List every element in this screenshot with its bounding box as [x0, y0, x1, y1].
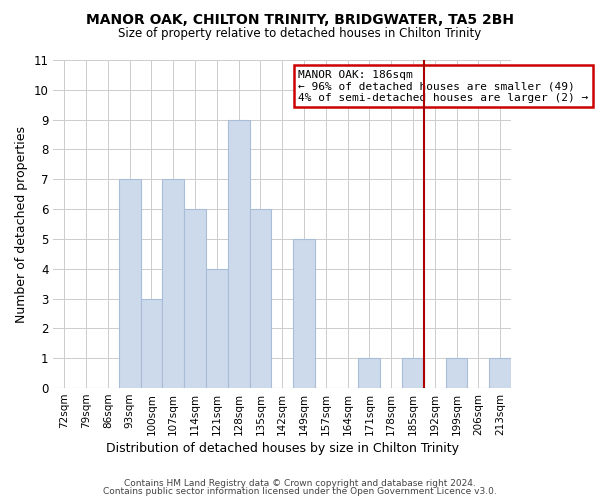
Bar	[206, 269, 228, 388]
Text: Size of property relative to detached houses in Chilton Trinity: Size of property relative to detached ho…	[118, 28, 482, 40]
Bar	[163, 180, 184, 388]
Bar	[293, 239, 315, 388]
Y-axis label: Number of detached properties: Number of detached properties	[15, 126, 28, 322]
Bar	[358, 358, 380, 388]
Bar	[446, 358, 467, 388]
Bar	[228, 120, 250, 388]
Text: MANOR OAK, CHILTON TRINITY, BRIDGWATER, TA5 2BH: MANOR OAK, CHILTON TRINITY, BRIDGWATER, …	[86, 12, 514, 26]
Bar	[119, 180, 140, 388]
X-axis label: Distribution of detached houses by size in Chilton Trinity: Distribution of detached houses by size …	[106, 442, 458, 455]
Text: Contains public sector information licensed under the Open Government Licence v3: Contains public sector information licen…	[103, 487, 497, 496]
Bar	[489, 358, 511, 388]
Bar	[140, 298, 163, 388]
Bar	[184, 209, 206, 388]
Bar	[250, 209, 271, 388]
Bar	[402, 358, 424, 388]
Text: Contains HM Land Registry data © Crown copyright and database right 2024.: Contains HM Land Registry data © Crown c…	[124, 478, 476, 488]
Text: MANOR OAK: 186sqm
← 96% of detached houses are smaller (49)
4% of semi-detached : MANOR OAK: 186sqm ← 96% of detached hous…	[298, 70, 589, 103]
